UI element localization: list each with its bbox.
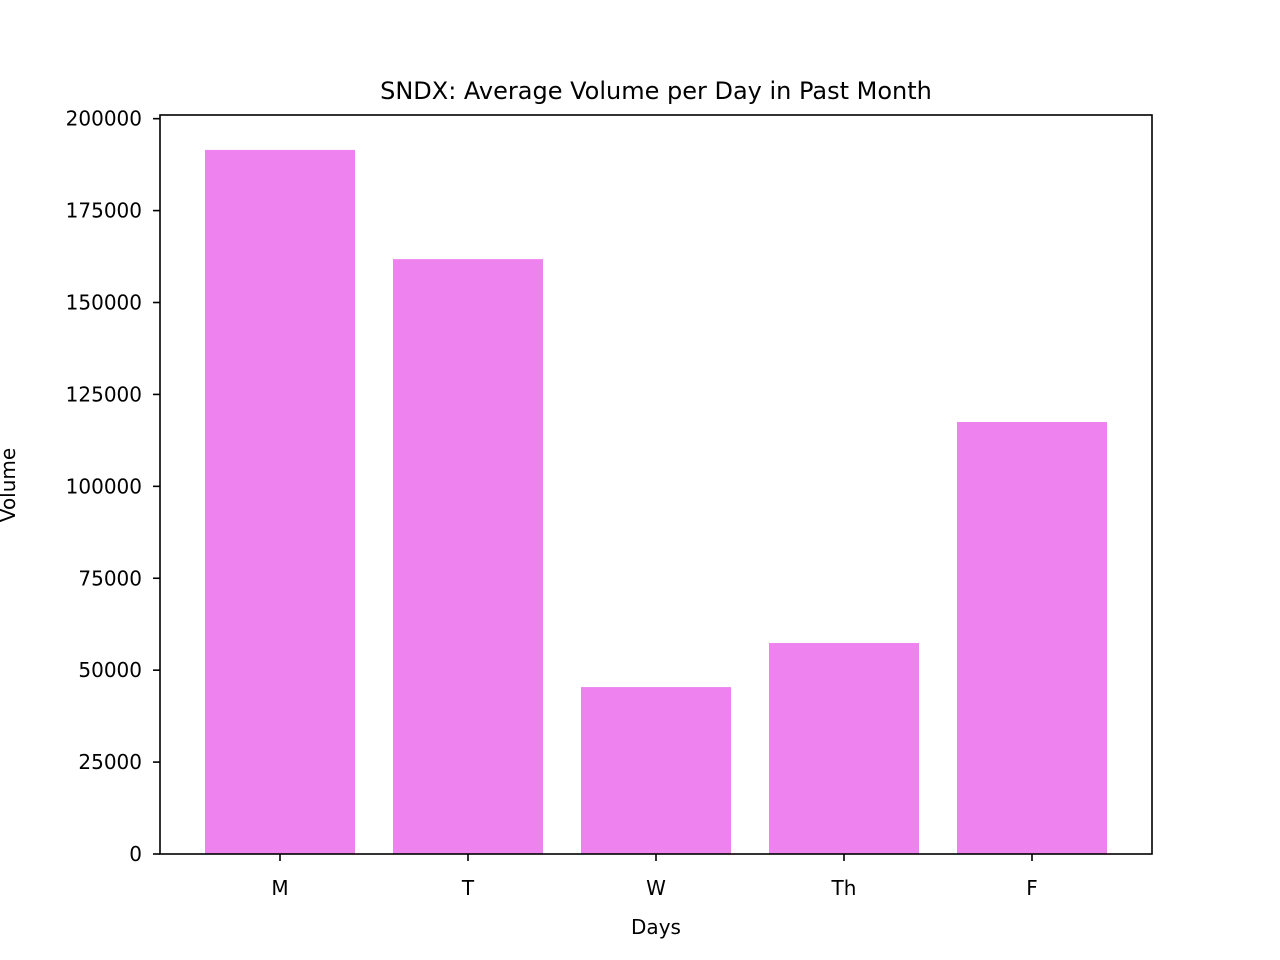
y-tick-label: 25000 — [78, 750, 142, 774]
y-tick-label: 100000 — [66, 474, 142, 498]
x-tick-label: M — [271, 876, 288, 900]
x-tick-label: W — [646, 876, 666, 900]
y-axis-label: Volume — [0, 448, 20, 522]
bar-w — [581, 687, 731, 854]
y-tick-label: 150000 — [66, 291, 142, 315]
x-axis: M T W Th F — [271, 854, 1038, 900]
plot-frame — [159, 114, 1153, 855]
y-tick-label: 50000 — [78, 658, 142, 682]
bar-f — [957, 421, 1107, 854]
x-tick-label: F — [1026, 876, 1038, 900]
bars-group — [205, 149, 1107, 854]
bar-m — [205, 149, 355, 854]
bar-th — [769, 642, 919, 854]
y-tick-label: 125000 — [66, 382, 142, 406]
y-tick-label: 200000 — [66, 107, 142, 131]
bar-t — [393, 259, 543, 854]
y-tick-label: 75000 — [78, 566, 142, 590]
y-axis: 0 25000 50000 75000 100000 125000 150000 175000… — [66, 107, 160, 866]
x-axis-label: Days — [631, 915, 681, 939]
chart-title: SNDX: Average Volume per Day in Past Mon… — [380, 77, 932, 105]
x-tick-label: Th — [831, 876, 857, 900]
y-tick-label: 175000 — [66, 199, 142, 223]
x-tick-label: T — [461, 876, 475, 900]
y-tick-label: 0 — [129, 842, 142, 866]
